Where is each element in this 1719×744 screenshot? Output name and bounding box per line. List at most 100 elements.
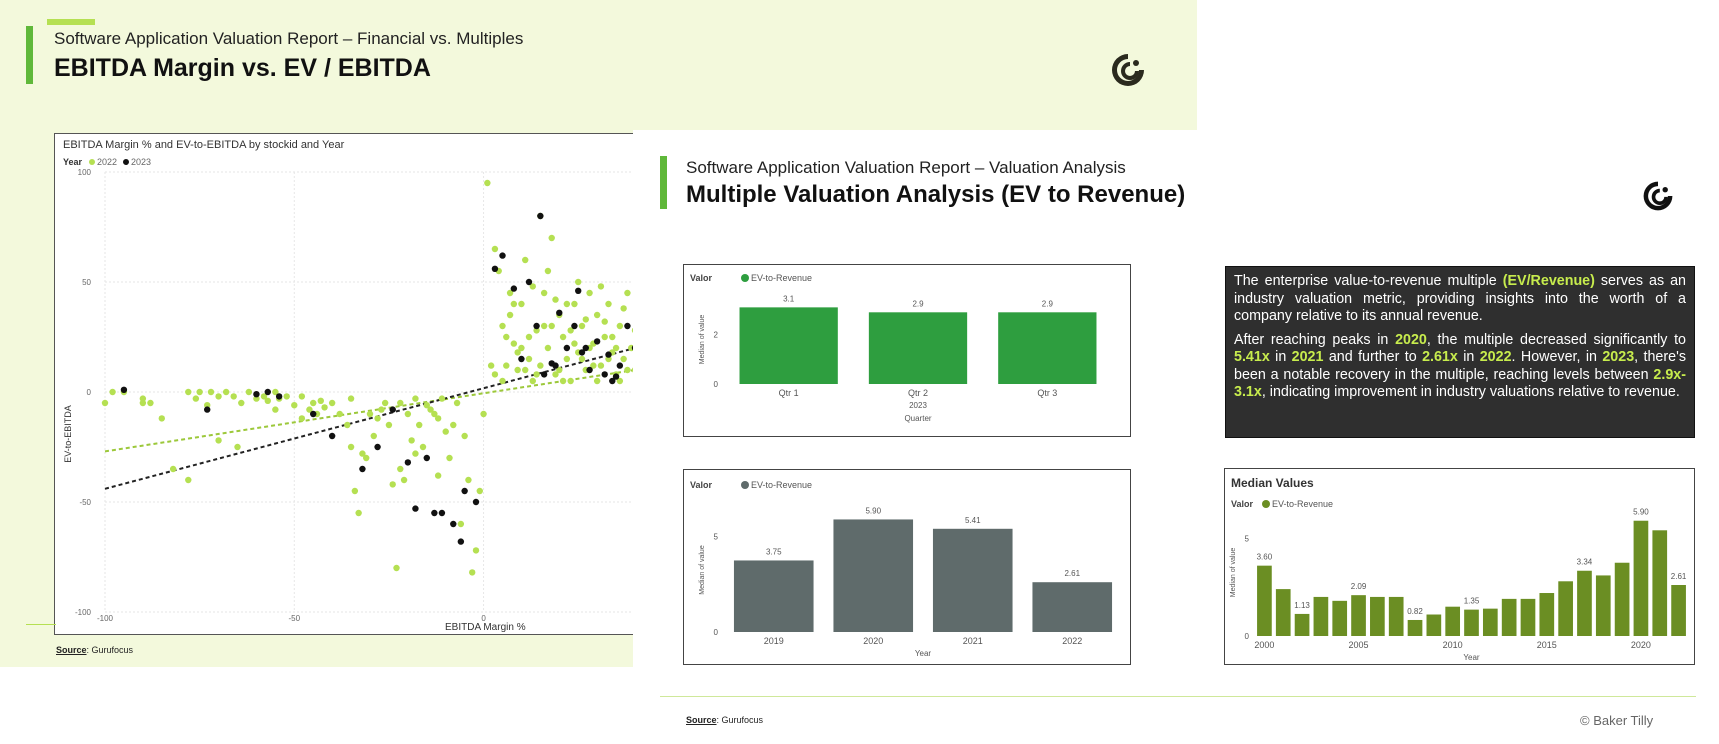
accent-line — [47, 19, 95, 25]
scatter-point-2022 — [552, 371, 559, 378]
scatter-point-2022 — [586, 289, 593, 297]
scatter-point-2023 — [423, 454, 430, 462]
source-note: Source: Gurufocus — [56, 645, 133, 655]
bar-2016 — [1558, 581, 1573, 636]
scatter-point-2022 — [544, 344, 552, 352]
bar-2001 — [1275, 589, 1291, 636]
scatter-point-2022 — [540, 289, 548, 297]
scatter-point-2023 — [525, 278, 533, 286]
y-axis-label: EV-to-EBITDA — [63, 405, 73, 463]
text-run: , the multiple decreased significantly t… — [1426, 331, 1687, 348]
scatter-points — [101, 179, 639, 576]
y-tick-label: 0 — [714, 628, 719, 637]
scatter-point-2022 — [196, 388, 203, 396]
scatter-point-2022 — [101, 399, 109, 407]
x-tick-label: 2015 — [1537, 640, 1557, 650]
grid — [104, 171, 635, 613]
scatter-point-2022 — [283, 393, 290, 400]
scatter-point-2022 — [533, 327, 540, 334]
scatter-point-2022 — [563, 300, 571, 308]
x-tick-label: 2000 — [1254, 640, 1274, 650]
y-axis-label: Median of value — [1230, 548, 1237, 598]
scatter-point-2022 — [404, 410, 412, 418]
scatter-point-2022 — [540, 322, 548, 330]
scatter-point-2023 — [612, 373, 620, 380]
bar-2020 — [1633, 520, 1649, 636]
scatter-point-2022 — [548, 234, 555, 242]
scatter-point-2022 — [518, 300, 525, 308]
scatter-point-2022 — [461, 432, 468, 440]
source-text: : Gurufocus — [86, 645, 134, 655]
scatter-point-2022 — [272, 388, 279, 396]
scatter-point-2023 — [571, 322, 578, 330]
y-tick-label: 5 — [714, 533, 719, 542]
scatter-point-2023 — [537, 212, 544, 220]
scatter-chart: EBITDA Margin % and EV-to-EBITDA by stoc… — [63, 139, 639, 633]
legend-entry: EV-to-Revenue — [751, 480, 812, 490]
x-tick-label: 2022 — [1062, 636, 1082, 646]
trend-lines — [104, 347, 636, 490]
median-values-chart: Median Values Valor EV-to-Revenue 0 5 Median … — [1230, 476, 1687, 662]
scatter-point-2022 — [487, 362, 495, 369]
scatter-point-2022 — [559, 377, 567, 385]
scatter-point-2022 — [503, 333, 510, 341]
scatter-point-2022 — [139, 395, 147, 402]
x-axis-label: EBITDA Margin % — [445, 622, 526, 633]
scatter-point-2023 — [431, 509, 438, 517]
chart-title: EBITDA Margin % and EV-to-EBITDA by stoc… — [63, 139, 345, 151]
bar-Qtr 1 — [739, 307, 838, 384]
bar-2021 — [1652, 530, 1668, 636]
scatter-point-2023 — [518, 355, 525, 363]
scatter-point-2023 — [605, 351, 612, 358]
scatter-point-2022 — [624, 366, 631, 374]
quarterly-bar-chart: Valor EV-to-Revenue 0 2 Median of value 3.1 Qt… — [690, 273, 1097, 423]
legend-entry: EV-to-Revenue — [751, 273, 812, 283]
y-axis-label: Median of value — [699, 545, 706, 595]
scatter-point-2023 — [404, 459, 412, 466]
bar-2013 — [1501, 598, 1517, 636]
scatter-point-2022 — [578, 355, 586, 363]
highlighted-text: 2.9x-3.1x — [1234, 366, 1686, 401]
scatter-point-2022 — [556, 366, 563, 374]
scatter-point-2022 — [416, 421, 423, 429]
scatter-point-2022 — [567, 327, 574, 334]
scatter-point-2022 — [192, 395, 200, 402]
source-note: Source: Gurufocus — [686, 715, 763, 725]
scatter-point-2022 — [317, 397, 324, 404]
divider — [26, 624, 56, 625]
scatter-point-2022 — [518, 344, 525, 352]
scatter-point-2022 — [590, 362, 597, 369]
scatter-point-2022 — [465, 476, 472, 484]
legend-marker — [741, 274, 749, 282]
scatter-point-2023 — [616, 362, 624, 369]
x-tick-label: 2005 — [1349, 640, 1369, 650]
scatter-point-2022 — [567, 377, 574, 385]
scatter-point-2023 — [310, 410, 317, 418]
bar-2020 — [833, 519, 914, 632]
scatter-point-2022 — [450, 421, 457, 429]
slide2-subtitle: Software Application Valuation Report – … — [686, 158, 1126, 177]
scatter-point-2022 — [575, 278, 582, 286]
scatter-point-2022 — [582, 316, 589, 323]
scatter-point-2022 — [169, 465, 177, 473]
scatter-point-2022 — [359, 450, 366, 457]
scatter-point-2022 — [612, 344, 620, 352]
data-label: 2.61 — [1064, 569, 1080, 578]
yearly-bar-chart: Valor EV-to-Revenue 0 5 Median of value 3.75 2… — [690, 480, 1113, 658]
scatter-point-2022 — [605, 355, 612, 363]
scatter-point-2022 — [563, 355, 571, 363]
scatter-point-2023 — [601, 371, 608, 378]
data-label: 0.82 — [1407, 607, 1423, 616]
scatter-point-2022 — [393, 564, 400, 572]
scatter-point-2023 — [491, 265, 499, 272]
x-tick-label: 2010 — [1443, 640, 1463, 650]
slide1-title: EBITDA Margin vs. EV / EBITDA — [54, 54, 431, 82]
scatter-point-2022 — [503, 362, 510, 369]
text-run: After reaching peaks in — [1234, 331, 1396, 348]
scatter-point-2022 — [491, 245, 499, 253]
scatter-point-2022 — [593, 311, 601, 319]
scatter-point-2022 — [109, 388, 116, 396]
scatter-point-2022 — [397, 465, 404, 473]
scatter-point-2023 — [575, 287, 582, 294]
scatter-point-2022 — [370, 432, 377, 440]
